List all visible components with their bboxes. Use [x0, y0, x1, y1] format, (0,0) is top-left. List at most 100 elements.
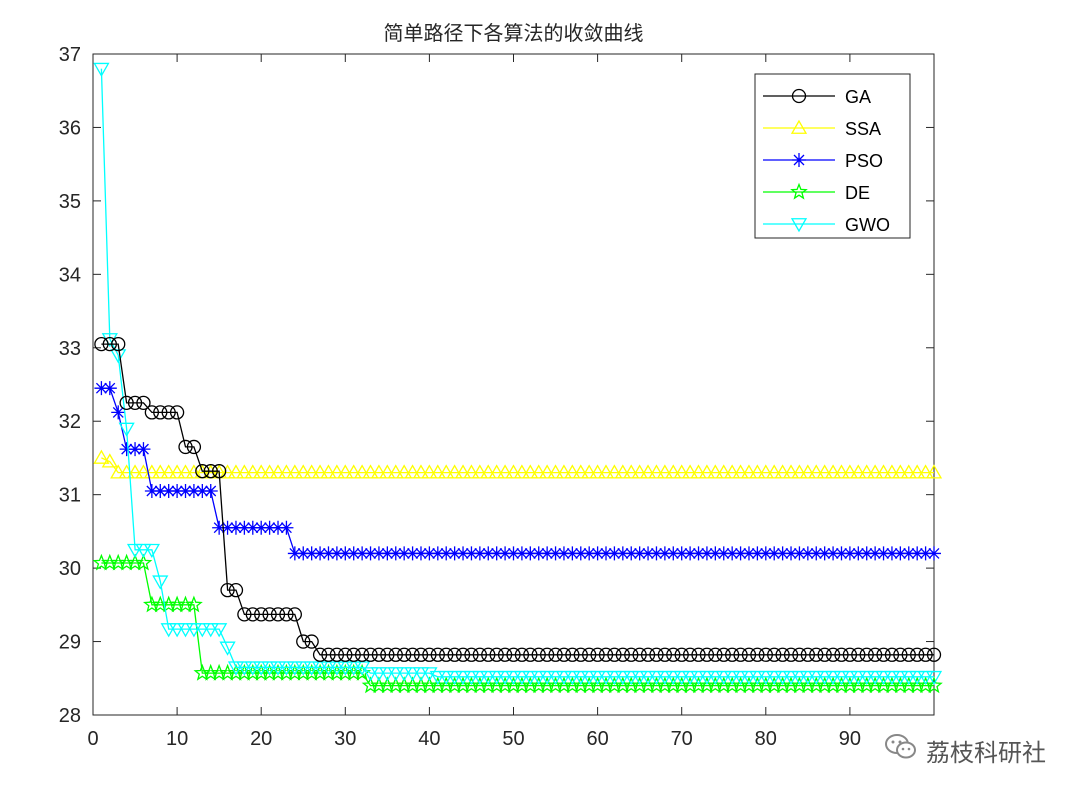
data-point-marker: [429, 670, 446, 686]
data-point-marker: [842, 546, 857, 561]
data-point-marker: [505, 670, 522, 686]
data-point-marker: [555, 464, 573, 479]
data-point-marker: [211, 623, 228, 638]
data-point-marker: [328, 464, 346, 479]
data-point-marker: [320, 661, 337, 676]
data-point-marker: [716, 647, 731, 662]
series-gwo: [93, 62, 943, 686]
data-point-marker: [834, 546, 849, 561]
data-point-marker: [313, 546, 328, 561]
data-point-marker: [278, 661, 295, 676]
data-point-marker: [893, 647, 908, 662]
data-point-marker: [311, 661, 329, 676]
data-point-marker: [261, 661, 278, 676]
data-point-marker: [496, 670, 514, 686]
data-point-marker: [430, 546, 445, 561]
data-point-marker: [110, 349, 127, 364]
data-point-marker: [144, 483, 159, 498]
data-point-marker: [673, 670, 690, 686]
data-point-marker: [480, 464, 497, 479]
data-point-marker: [749, 670, 766, 686]
data-point-marker: [160, 623, 177, 638]
data-point-marker: [496, 464, 514, 479]
legend-item-ssa: SSA: [763, 119, 881, 139]
legend-label: GWO: [845, 215, 890, 235]
data-point-marker: [875, 464, 892, 479]
data-point-marker: [523, 546, 538, 561]
data-point-marker: [925, 676, 943, 694]
data-point-marker: [850, 670, 867, 686]
data-point-marker: [740, 464, 758, 479]
data-point-marker: [203, 483, 218, 498]
data-point-marker: [657, 647, 673, 662]
data-point-marker: [547, 670, 564, 686]
data-point-marker: [540, 546, 555, 561]
data-point-marker: [732, 464, 749, 479]
data-point-marker: [388, 546, 403, 561]
data-point-marker: [615, 647, 630, 662]
data-point-marker: [237, 607, 252, 622]
data-point-marker: [589, 670, 606, 686]
data-point-marker: [790, 119, 808, 134]
data-point-marker: [666, 546, 681, 561]
data-point-marker: [371, 647, 387, 662]
data-point-marker: [918, 546, 933, 561]
data-point-marker: [119, 442, 134, 457]
data-point-marker: [565, 546, 580, 561]
data-point-marker: [262, 607, 277, 622]
data-point-marker: [674, 546, 689, 561]
data-point-marker: [757, 670, 774, 686]
x-tick-label: 70: [671, 728, 693, 750]
data-point-marker: [387, 667, 404, 682]
data-point-marker: [135, 464, 152, 479]
data-point-marker: [883, 464, 901, 479]
data-point-marker: [817, 647, 832, 662]
x-tick-label: 20: [250, 728, 272, 750]
data-point-marker: [254, 520, 269, 535]
data-point-marker: [102, 336, 117, 352]
data-point-marker: [481, 647, 496, 662]
data-point-marker: [683, 546, 698, 561]
data-point-marker: [329, 647, 345, 662]
data-point-marker: [228, 520, 243, 535]
x-tick-label: 50: [502, 728, 524, 750]
data-point-marker: [370, 464, 388, 479]
data-point-marker: [681, 464, 699, 479]
data-point-marker: [286, 661, 303, 676]
data-point-marker: [565, 647, 580, 662]
data-point-marker: [782, 464, 800, 479]
data-point-marker: [868, 546, 883, 561]
data-point-marker: [531, 647, 546, 662]
data-point-marker: [590, 647, 605, 662]
data-point-marker: [471, 670, 488, 686]
data-point-marker: [690, 670, 707, 686]
data-point-marker: [641, 546, 656, 561]
data-point-marker: [505, 464, 522, 479]
data-point-marker: [665, 670, 682, 686]
data-point-marker: [321, 647, 336, 662]
data-point-marker: [639, 464, 657, 479]
chart-title: 简单路径下各算法的收敛曲线: [384, 21, 644, 45]
data-point-marker: [136, 395, 151, 411]
data-point-marker: [674, 647, 689, 662]
data-point-marker: [304, 634, 319, 649]
data-point-marker: [371, 546, 386, 561]
data-point-marker: [791, 670, 808, 686]
data-point-marker: [682, 647, 698, 662]
data-point-marker: [160, 464, 177, 479]
data-point-marker: [93, 62, 110, 77]
legend-item-gwo: GWO: [763, 215, 890, 235]
data-point-marker: [329, 546, 344, 561]
data-point-marker: [227, 464, 245, 479]
data-point-marker: [304, 546, 319, 561]
data-point-marker: [851, 647, 866, 662]
data-point-marker: [202, 623, 219, 638]
data-point-marker: [808, 670, 825, 686]
data-point-marker: [639, 670, 657, 686]
data-point-marker: [841, 464, 859, 479]
data-point-marker: [126, 464, 144, 479]
data-point-marker: [136, 442, 151, 457]
data-point-marker: [464, 546, 479, 561]
data-point-marker: [261, 464, 278, 479]
x-tick-label: 80: [755, 728, 777, 750]
